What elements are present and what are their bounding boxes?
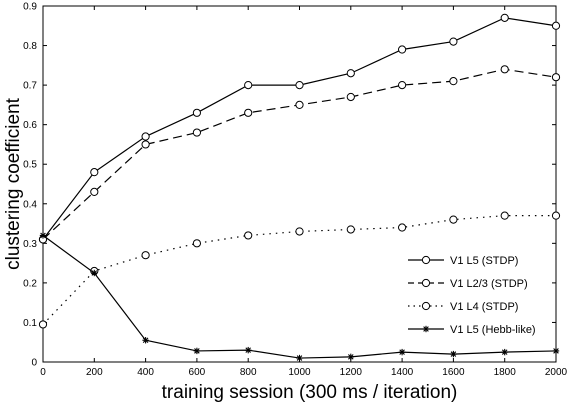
legend-label: V1 L2/3 (STDP) — [450, 278, 528, 290]
series-2 — [38, 211, 561, 329]
axes: 0 200 400 600 800 1000 1200 1400 1600 1800 2000 0 0.… — [23, 2, 567, 379]
legend-label: V1 L5 (STDP) — [450, 255, 518, 267]
data-point — [192, 128, 201, 137]
data-point — [244, 231, 253, 240]
data-point — [192, 239, 201, 248]
data-point — [551, 73, 561, 82]
data-point — [500, 65, 509, 74]
series-line — [42, 215, 556, 325]
series-line — [42, 234, 557, 359]
y-tick-label: 0.7 — [23, 81, 37, 92]
x-tick-label: 1200 — [340, 367, 363, 378]
y-tick-label: 0.1 — [23, 318, 37, 329]
y-tick-label: 0.3 — [23, 239, 37, 250]
legend-label: V1 L4 (STDP) — [450, 301, 518, 313]
series-0 — [38, 13, 561, 244]
data-point — [450, 350, 457, 358]
data-point — [500, 211, 509, 220]
x-tick-label: 400 — [137, 367, 154, 378]
y-tick-label: 0 — [31, 358, 37, 369]
y-tick-label: 0.5 — [23, 160, 37, 171]
x-tick-label: 1000 — [288, 367, 311, 378]
x-tick-label: 1400 — [391, 367, 414, 378]
y-tick-label: 0.2 — [23, 278, 37, 289]
data-point — [552, 347, 560, 355]
data-point — [296, 354, 303, 362]
data-point — [501, 348, 508, 356]
data-point — [295, 81, 304, 90]
y-tick-label: 0.6 — [23, 120, 37, 131]
data-point — [398, 81, 407, 90]
data-point — [244, 108, 253, 117]
data-point — [551, 211, 561, 220]
data-point — [193, 347, 201, 355]
legend-marker — [421, 278, 431, 288]
series-line — [42, 17, 557, 240]
legend-item: V1 L4 (STDP) — [408, 301, 518, 313]
data-point — [141, 132, 150, 141]
data-point — [141, 140, 150, 149]
legend-item: V1 L2/3 (STDP) — [408, 278, 528, 290]
legend-marker — [421, 301, 431, 311]
data-point — [244, 81, 253, 90]
data-point — [91, 269, 98, 277]
legend-item: V1 L5 (Hebb-like) — [408, 324, 536, 336]
legend: V1 L5 (STDP) V1 L2/3 (STDP) V1 L4 (STDP) V1… — [408, 255, 536, 336]
data-point — [245, 346, 252, 354]
data-point — [39, 232, 47, 239]
data-point — [500, 13, 509, 22]
series-1 — [38, 65, 561, 244]
legend-marker — [421, 255, 431, 265]
data-point — [346, 92, 355, 102]
data-point — [346, 225, 355, 234]
data-point — [192, 108, 201, 117]
x-tick-label: 1800 — [494, 367, 517, 378]
data-point — [142, 337, 149, 344]
x-axis-label: training session (300 ms / iteration) — [162, 382, 458, 403]
data-point — [346, 69, 355, 78]
data-point — [90, 168, 99, 177]
data-point — [449, 77, 458, 86]
y-tick-label: 0.4 — [23, 199, 37, 210]
x-tick-label: 800 — [240, 367, 257, 378]
data-point — [551, 21, 561, 30]
data-point — [398, 45, 407, 54]
y-axis-label: clustering coefficient — [3, 97, 24, 270]
x-tick-label: 200 — [86, 367, 103, 378]
x-tick-label: 1600 — [442, 367, 465, 378]
y-tick-label: 0.8 — [23, 41, 37, 52]
x-tick-label: 0 — [40, 367, 46, 378]
data-point — [295, 227, 304, 236]
x-tick-label: 600 — [189, 367, 206, 378]
x-tick-label: 2000 — [545, 367, 567, 378]
series-3 — [39, 232, 560, 362]
data-point — [449, 37, 458, 46]
data-point — [398, 348, 406, 356]
series-layer — [38, 13, 561, 362]
data-point — [141, 251, 150, 260]
data-point — [90, 187, 99, 197]
legend-marker — [422, 325, 430, 333]
data-point — [398, 223, 407, 232]
data-point — [295, 100, 304, 109]
y-tick-label: 0.9 — [23, 2, 37, 13]
legend-label: V1 L5 (Hebb-like) — [450, 324, 536, 336]
legend-item: V1 L5 (STDP) — [408, 255, 518, 267]
data-point — [347, 353, 354, 361]
data-point — [449, 215, 458, 224]
data-point — [38, 320, 48, 329]
